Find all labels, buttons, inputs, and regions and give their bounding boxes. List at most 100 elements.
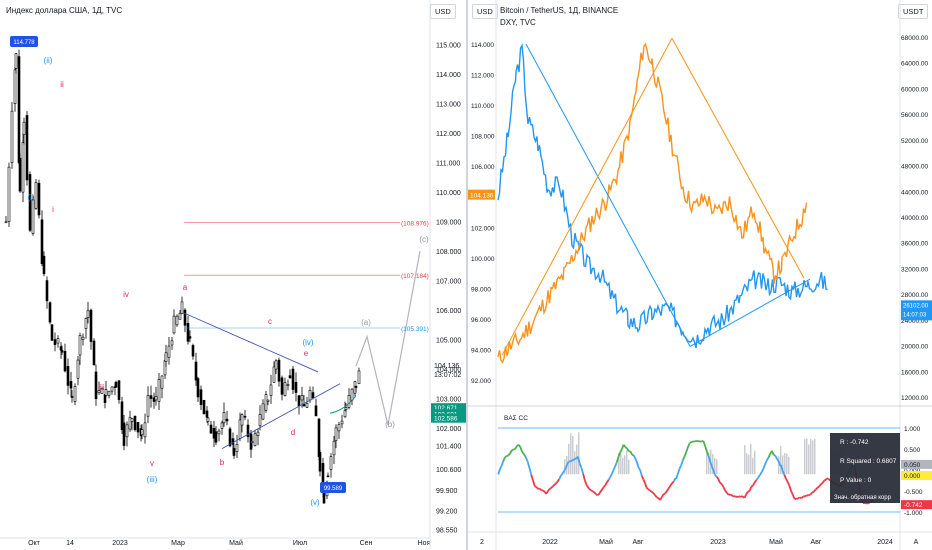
wave-label-v-blue: (v) xyxy=(310,498,320,507)
correlation-segment xyxy=(776,458,780,462)
btc-y-tick: 44000.00 xyxy=(901,189,928,196)
correlation-segment xyxy=(813,489,817,493)
btc-y-tick: 12000.00 xyxy=(901,395,928,402)
dxy-candle xyxy=(14,53,18,69)
dxy-candle xyxy=(222,411,226,424)
indicator-histogram-bar xyxy=(708,453,710,475)
dxy-candle xyxy=(280,377,284,395)
correlation-segment xyxy=(818,483,822,488)
indicator-histogram-bar xyxy=(754,450,756,475)
dxy-candle xyxy=(133,415,137,431)
correlation-segment xyxy=(808,493,811,497)
correlation-segment xyxy=(599,489,603,493)
correlation-segment xyxy=(497,468,501,475)
dxy-candle xyxy=(73,386,77,402)
correlation-segment xyxy=(506,454,509,457)
correlation-segment xyxy=(642,479,647,485)
correlation-segment xyxy=(590,489,593,492)
dxy-candle xyxy=(225,418,229,422)
indicator-histogram-bar xyxy=(706,449,708,475)
btc-y-tick: 48000.00 xyxy=(901,164,928,171)
correlation-segment xyxy=(591,490,595,493)
correlation-segment xyxy=(644,483,648,488)
dxy-candle xyxy=(329,456,333,470)
dxy-y-tick: 99.900 xyxy=(436,488,458,495)
dxy-x-tick: Ноя xyxy=(418,540,431,547)
tooltip-r: R : -0.742 xyxy=(840,439,869,446)
btc-x-tick: 2 xyxy=(480,539,484,546)
dxy-candle xyxy=(97,390,101,393)
current-price-tag: 104.136 xyxy=(434,363,459,370)
correlation-segment xyxy=(717,478,721,483)
correlation-segment xyxy=(561,470,566,474)
btc-dxy-chart-svg[interactable]: 114.000112.000110.000108.000106.000104.0… xyxy=(468,0,932,550)
indicator-histogram-bar xyxy=(572,435,574,475)
correlation-segment xyxy=(500,460,505,467)
dxy-y-tick-left: 98.000 xyxy=(471,286,491,293)
dxy-chart-pane[interactable]: Индекс доллара США, 1Д, TVC USD (108.976… xyxy=(0,0,466,550)
dxy-candle xyxy=(175,315,179,326)
dxy-candle xyxy=(283,382,287,396)
correlation-segment xyxy=(651,490,654,494)
wave-label-c-gray: (c) xyxy=(419,235,429,244)
dxy-candle xyxy=(238,419,242,439)
btc-dxy-chart-pane[interactable]: USD Bitcoin / TetherUS, 1Д, BINANCE DXY,… xyxy=(468,0,932,550)
dxy-candle xyxy=(205,410,209,418)
wave-label-i-red: i xyxy=(52,205,54,214)
correlation-segment xyxy=(552,484,556,487)
correlation-segment xyxy=(663,492,666,495)
btc-price-line xyxy=(497,42,808,364)
indicator-histogram-bar xyxy=(576,444,578,475)
dxy-candle xyxy=(178,312,182,320)
usdt-currency-label[interactable]: USDT xyxy=(898,4,929,19)
dxy-currency-label-right[interactable]: USD xyxy=(472,4,498,19)
low-price-tag-text: 99.589 xyxy=(324,486,343,492)
dxy-y-tick-left: 108.000 xyxy=(471,134,495,141)
correlation-segment xyxy=(702,440,706,447)
pane-divider[interactable] xyxy=(466,0,468,550)
correlation-segment xyxy=(809,491,813,496)
dxy-x-tick: 14 xyxy=(66,540,74,547)
dxy-candle xyxy=(120,401,124,431)
wave-label-i-blue: (i) xyxy=(27,193,34,202)
dxy-candle xyxy=(92,340,96,366)
btc-y-tick: 40000.00 xyxy=(901,215,928,222)
btc-y-tick: 60000.00 xyxy=(901,86,928,93)
indicator-histogram-bar xyxy=(812,440,814,475)
dxy-candle xyxy=(167,345,171,358)
indicator-histogram-bar xyxy=(714,457,716,475)
dxy-candle xyxy=(86,310,90,318)
correlation-segment xyxy=(580,467,584,474)
correlation-segment xyxy=(705,451,710,456)
dxy-candle xyxy=(194,361,198,381)
dxy-y-tick-left: 94.000 xyxy=(471,347,491,354)
dxy-candle xyxy=(172,315,176,334)
correlation-segment xyxy=(635,461,640,468)
correlation-segment xyxy=(548,487,552,490)
correlation-segment xyxy=(765,457,770,462)
dxy-candle xyxy=(196,378,200,398)
indicator-gray-tag xyxy=(901,459,932,469)
dxy-y-tick: 105.000 xyxy=(436,338,461,345)
correlation-segment xyxy=(748,486,753,492)
dxy-candle xyxy=(300,395,304,401)
ma-price-tag-text: 102.671 xyxy=(434,405,458,412)
dxy-candle xyxy=(357,370,361,385)
wave-label-a-gray: (a) xyxy=(361,318,371,327)
correlation-segment xyxy=(595,493,598,496)
correlation-segment xyxy=(602,484,607,488)
correlation-segment xyxy=(570,459,573,463)
correlation-segment xyxy=(507,452,511,456)
dxy-candle xyxy=(308,389,312,401)
dxy-candle xyxy=(10,110,14,163)
correlation-segment xyxy=(578,463,583,469)
correlation-segment xyxy=(731,494,735,498)
correlation-segment xyxy=(610,470,615,475)
dxy-candle xyxy=(154,396,158,401)
dxy-y-tick-left: 96.000 xyxy=(471,317,491,324)
dxy-candle xyxy=(250,441,254,444)
dxy-chart-svg[interactable]: (108.976) (107.184) (105.391) (ii) ii (i) i iv i… xyxy=(0,0,466,550)
correlation-segment xyxy=(786,481,791,487)
dxy-candle xyxy=(63,351,67,372)
correlation-segment xyxy=(800,495,804,499)
